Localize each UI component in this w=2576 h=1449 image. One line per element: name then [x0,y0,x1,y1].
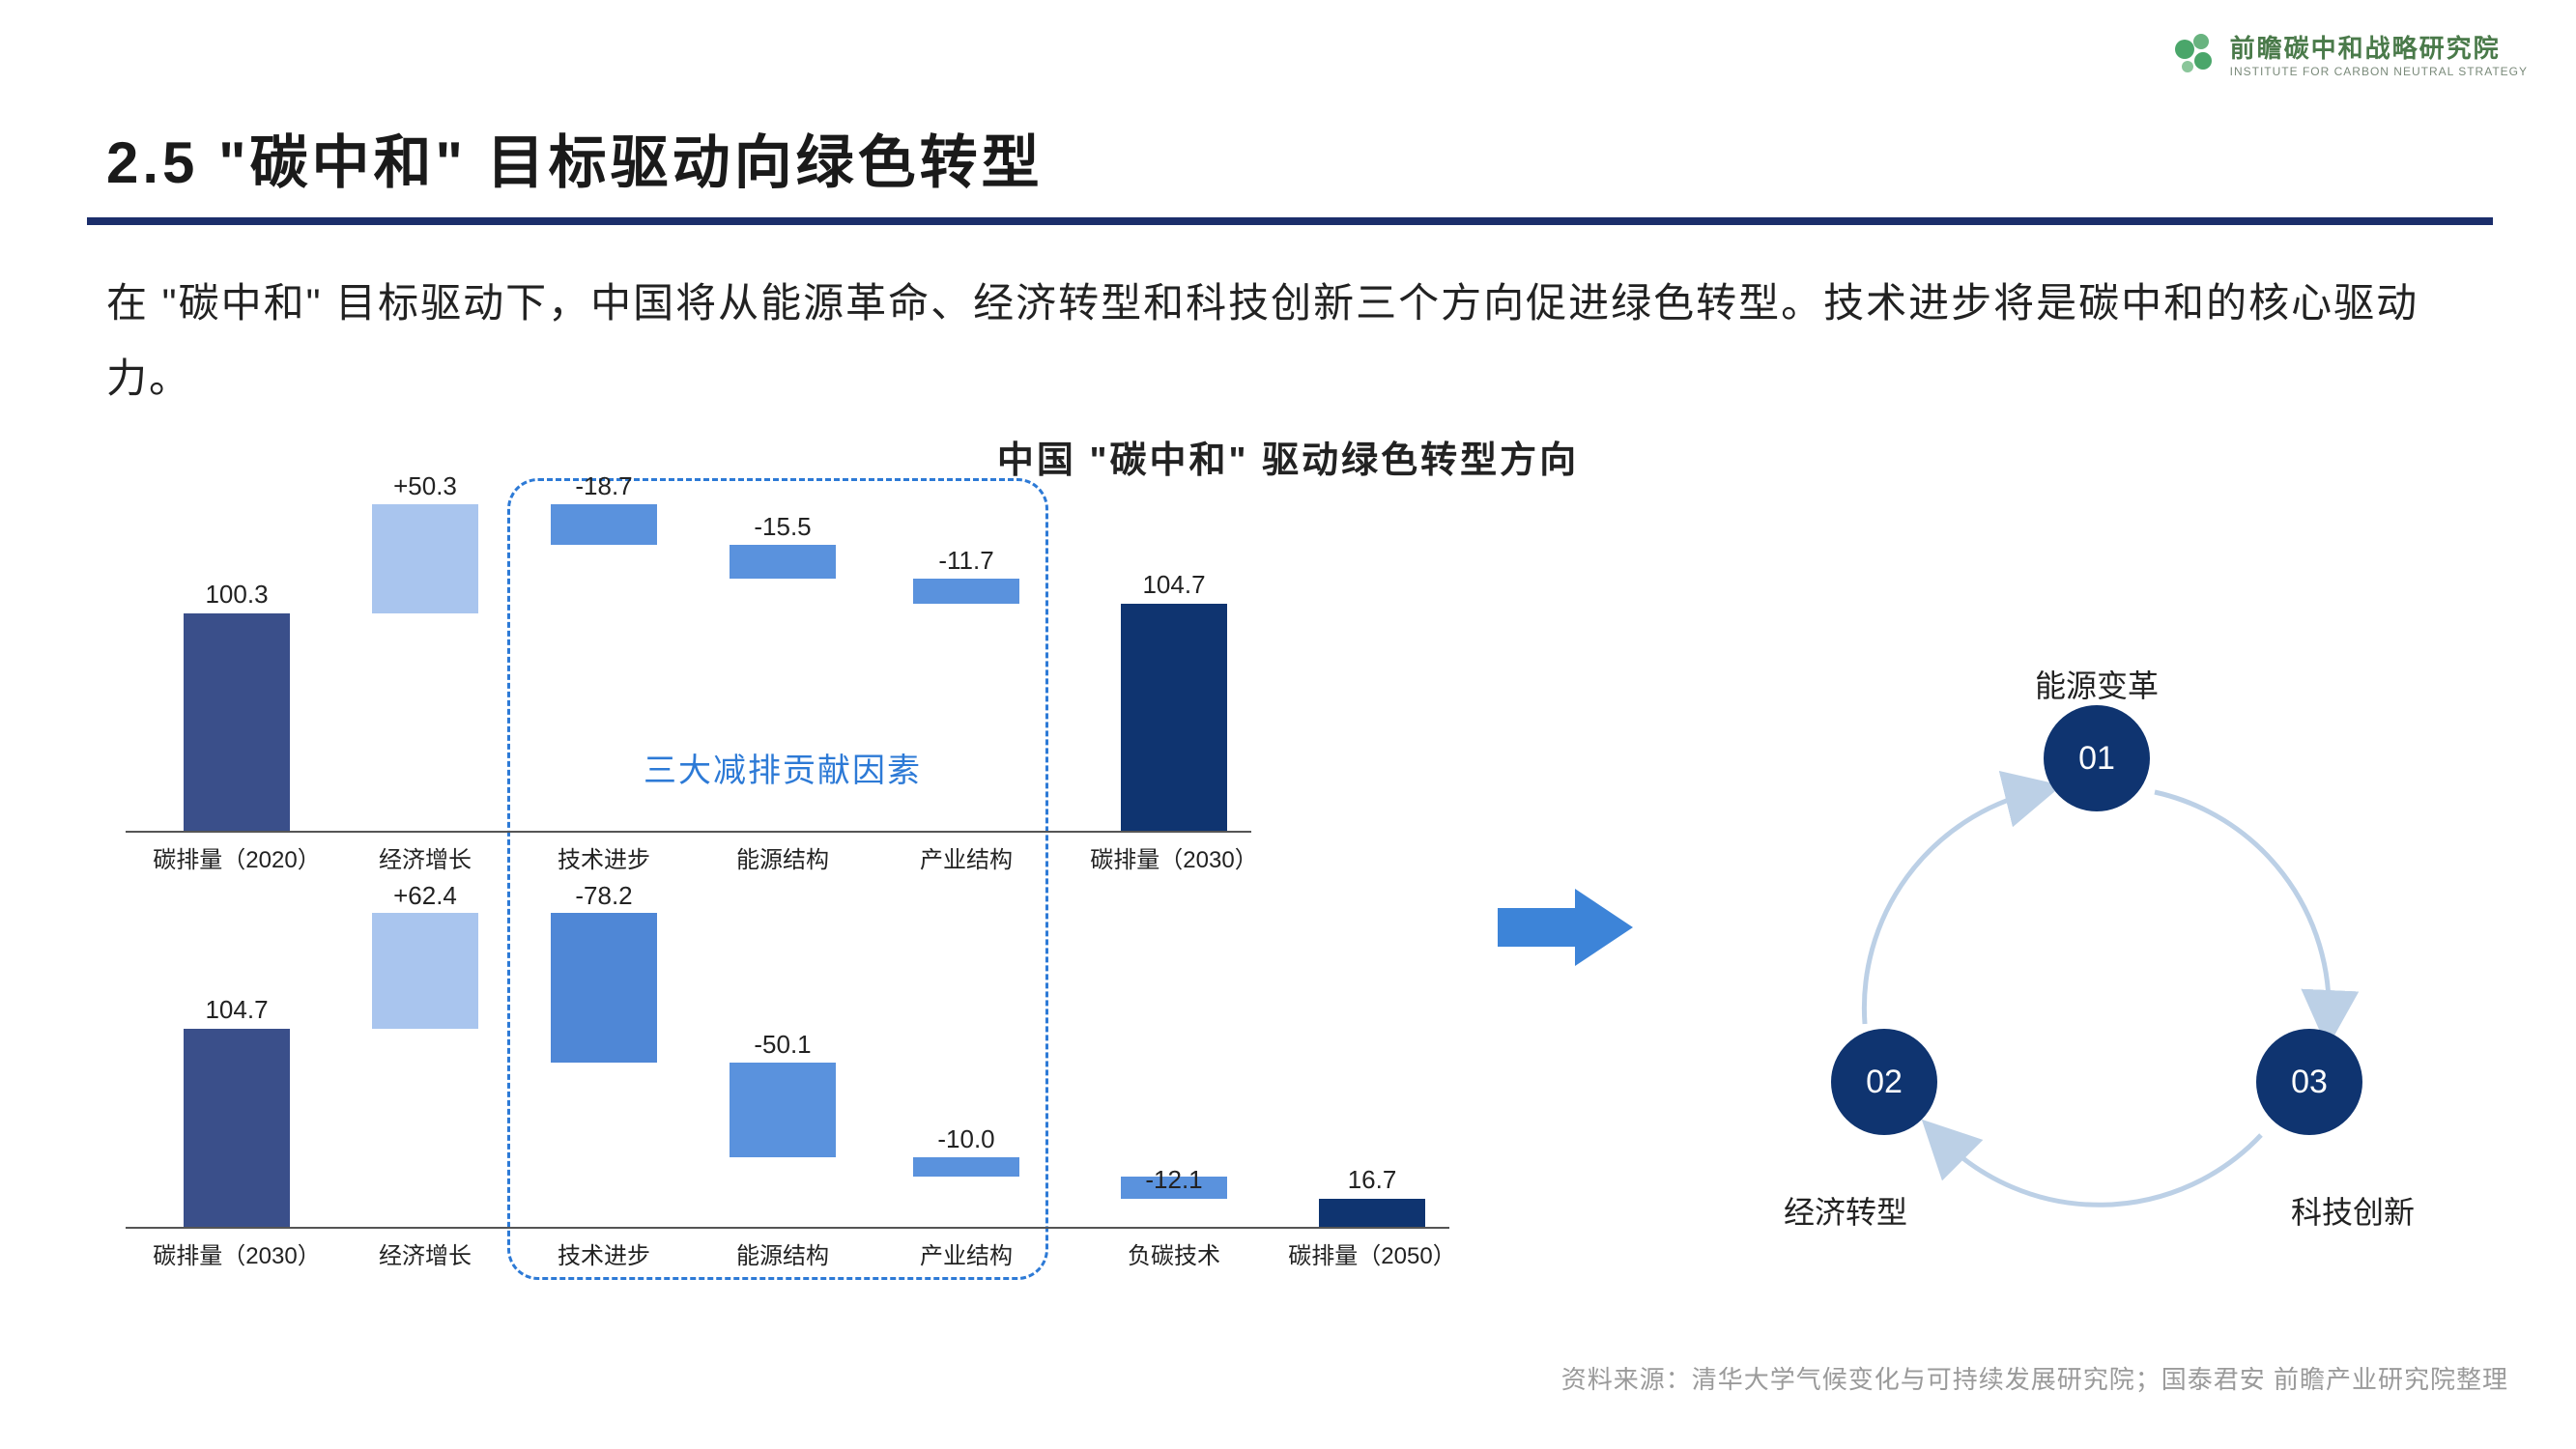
bar [551,504,657,545]
category-label: 碳排量（2030） [153,1236,320,1270]
category-label: 技术进步 [558,840,650,874]
cycle-node-01: 01 [2044,705,2150,811]
bar [184,1029,290,1227]
value-label: 100.3 [205,580,268,610]
slide-title: 2.5 "碳中和" 目标驱动向绿色转型 [106,116,1044,200]
bar [372,504,478,613]
value-label: -50.1 [754,1030,811,1060]
value-label: +50.3 [393,471,457,501]
category-label: 产业结构 [920,1236,1013,1270]
bar [551,913,657,1063]
title-underline [87,217,2493,225]
institute-logo: 前瞻碳中和战略研究院 INSTITUTE FOR CARBON NEUTRAL … [2170,29,2528,78]
value-label: -15.5 [754,512,811,542]
cycle-label: 科技创新 [2291,1188,2415,1233]
bar [913,1157,1019,1177]
data-source: 资料来源：清华大学气候变化与可持续发展研究院；国泰君安 前瞻产业研究院整理 [1561,1360,2508,1396]
value-label: -11.7 [938,546,993,576]
bar [1121,604,1227,831]
arrow-right-icon [1498,889,1633,966]
category-label: 负碳技术 [1128,1236,1220,1270]
bar [372,913,478,1029]
chart-title: 中国 "碳中和" 驱动绿色转型方向 [997,430,1579,483]
waterfall-row-1: 100.3 +50.3 -18.7 -15.5 -11.7 104.7 三大减排… [126,493,1498,869]
bar [184,613,290,831]
value-label: -12.1 [1145,1165,1202,1195]
logo-name-en: INSTITUTE FOR CARBON NEUTRAL STRATEGY [2230,65,2528,78]
axis-2 [126,1227,1449,1229]
cycle-node-id: 02 [1866,1064,1903,1101]
category-label: 能源结构 [736,840,829,874]
category-label: 碳排量（2030） [1090,840,1257,874]
category-label: 经济增长 [379,1236,472,1270]
logo-mark-icon [2170,30,2218,78]
value-label: 104.7 [1142,570,1205,600]
waterfall-charts: 100.3 +50.3 -18.7 -15.5 -11.7 104.7 三大减排… [126,493,1498,1265]
category-label: 碳排量（2020） [153,840,320,874]
category-label: 技术进步 [558,1236,650,1270]
slide-body: 在 "碳中和" 目标驱动下，中国将从能源革命、经济转型和科技创新三个方向促进绿色… [106,266,2483,415]
axis-1 [126,831,1251,833]
bar [730,1063,836,1157]
cycle-label: 经济转型 [1784,1188,1907,1233]
value-label: -78.2 [575,881,632,911]
bar [730,545,836,579]
value-label: 104.7 [205,995,268,1025]
cycle-label: 能源变革 [2035,662,2159,706]
category-label: 产业结构 [920,840,1013,874]
category-label: 能源结构 [736,1236,829,1270]
cycle-node-id: 03 [2291,1064,2328,1101]
cycle-diagram: 01 02 03 能源变革 经济转型 科技创新 [1759,667,2435,1246]
value-label: 16.7 [1348,1165,1397,1195]
bar [913,579,1019,604]
value-label: +62.4 [393,881,457,911]
bar [1319,1199,1425,1227]
cycle-node-03: 03 [2256,1029,2362,1135]
value-label: -10.0 [937,1124,994,1154]
category-label: 经济增长 [379,840,472,874]
cycle-node-02: 02 [1831,1029,1937,1135]
cycle-node-id: 01 [2078,740,2115,778]
category-label: 碳排量（2050） [1288,1236,1455,1270]
value-label: -18.7 [575,471,632,501]
waterfall-row-2: 104.7 +62.4 -78.2 -50.1 -10.0 -12.1 16.7… [126,937,1498,1265]
annotation-label: 三大减排贡献因素 [644,744,922,791]
logo-name-cn: 前瞻碳中和战略研究院 [2230,29,2528,65]
